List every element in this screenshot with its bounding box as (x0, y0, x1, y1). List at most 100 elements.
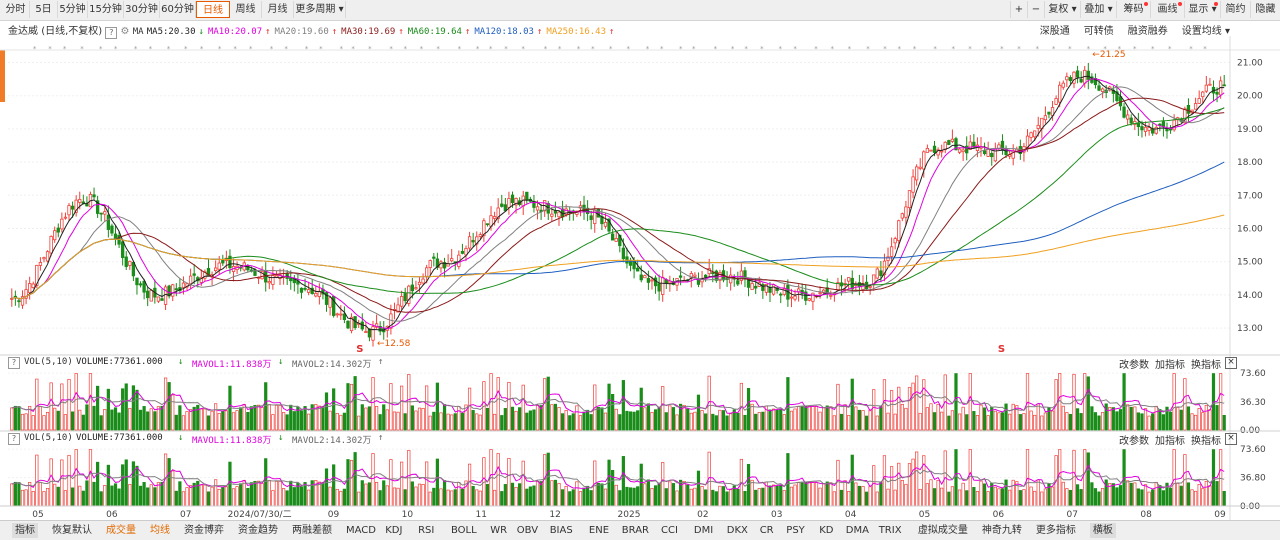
close-icon[interactable]: × (1225, 433, 1237, 445)
indicator-tab-9[interactable]: RSI (418, 525, 435, 536)
event-marker[interactable]: * (233, 45, 237, 53)
event-marker[interactable]: * (760, 45, 764, 53)
period-tab-8[interactable]: 月线 (262, 1, 294, 18)
panel-control-1[interactable]: 加指标 (1155, 360, 1185, 371)
toolbar-right-1[interactable]: − (1027, 1, 1044, 18)
event-marker[interactable]: * (134, 45, 138, 53)
event-marker[interactable]: * (284, 45, 288, 53)
event-marker[interactable]: * (731, 45, 735, 53)
period-tab-9[interactable]: 更多周期 ▾ (294, 1, 346, 18)
close-icon[interactable]: × (1225, 357, 1237, 369)
event-marker[interactable]: * (1036, 45, 1040, 53)
event-marker[interactable]: * (436, 45, 440, 53)
event-marker[interactable]: * (389, 45, 393, 53)
event-marker[interactable]: * (404, 45, 408, 53)
event-marker[interactable]: * (476, 45, 480, 53)
event-marker[interactable]: * (577, 45, 581, 53)
event-marker[interactable]: * (167, 45, 171, 53)
event-marker[interactable]: * (983, 45, 987, 53)
period-tab-6[interactable]: 日线 (196, 1, 230, 18)
side-strip[interactable] (0, 50, 5, 102)
event-marker[interactable]: * (114, 45, 118, 53)
event-marker[interactable]: * (1103, 45, 1107, 53)
info-link-0[interactable]: 深股通 (1039, 26, 1070, 37)
panel-control-2[interactable]: 换指标 (1191, 360, 1221, 371)
event-marker[interactable]: * (897, 45, 901, 53)
event-marker[interactable]: * (1068, 45, 1072, 53)
indicator-tab-12[interactable]: OBV (516, 525, 539, 536)
event-marker[interactable]: * (1133, 45, 1137, 53)
event-marker[interactable]: * (1052, 45, 1056, 53)
toolbar-right-6[interactable]: 显示 ▾ (1184, 1, 1220, 18)
indicator-tab-5[interactable]: 资金趋势 (238, 525, 278, 536)
indicator-tab-13[interactable]: BIAS (549, 525, 573, 536)
event-marker[interactable]: * (913, 45, 917, 53)
event-marker[interactable]: * (814, 45, 818, 53)
period-tab-1[interactable]: 5日 (30, 1, 58, 18)
panel-control-1[interactable]: 加指标 (1155, 436, 1185, 447)
event-marker[interactable]: * (1203, 45, 1207, 53)
indicator-tab-27[interactable]: 横板 (1089, 523, 1116, 538)
indicator-tab-26[interactable]: 更多指标 (1035, 525, 1076, 536)
indicator-tab-23[interactable]: TRIX (878, 525, 902, 536)
period-tab-2[interactable]: 5分钟 (58, 1, 88, 18)
indicator-tab-20[interactable]: PSY (786, 525, 805, 536)
info-link-2[interactable]: 融资融券 (1127, 26, 1168, 37)
period-tab-5[interactable]: 60分钟 (160, 1, 196, 18)
event-marker[interactable]: * (305, 45, 309, 53)
indicator-tab-17[interactable]: DMI (693, 525, 714, 536)
event-marker[interactable]: * (48, 45, 52, 53)
event-marker[interactable]: * (933, 45, 937, 53)
event-marker[interactable]: * (591, 45, 595, 53)
event-marker[interactable]: * (830, 45, 834, 53)
indicator-tab-24[interactable]: 虚拟成交量 (917, 525, 968, 536)
event-marker[interactable]: * (848, 45, 852, 53)
event-marker[interactable]: * (1189, 45, 1193, 53)
indicator-tab-10[interactable]: BOLL (451, 525, 477, 536)
indicator-tab-7[interactable]: MACD (346, 525, 376, 536)
panel-control-0[interactable]: 改参数 (1119, 436, 1149, 447)
indicator-tab-8[interactable]: KDJ (385, 525, 403, 536)
event-marker[interactable]: * (883, 45, 887, 53)
event-marker[interactable]: * (1017, 45, 1021, 53)
indicator-tab-21[interactable]: KD (819, 525, 834, 536)
event-marker[interactable]: * (368, 45, 372, 53)
event-marker[interactable]: * (744, 45, 748, 53)
event-marker[interactable]: * (1168, 45, 1172, 53)
event-marker[interactable]: * (1118, 45, 1122, 53)
indicator-tab-6[interactable]: 两融差额 (292, 525, 332, 536)
event-marker[interactable]: * (489, 45, 493, 53)
panel-control-0[interactable]: 改参数 (1119, 360, 1149, 371)
indicator-tab-16[interactable]: CCI (661, 525, 678, 536)
toolbar-right-3[interactable]: 叠加 ▾ (1080, 1, 1116, 18)
help-icon[interactable]: ? (8, 357, 20, 369)
indicator-tab-11[interactable]: WR (490, 525, 508, 536)
event-marker[interactable]: * (80, 45, 84, 53)
toolbar-right-2[interactable]: 复权 ▾ (1044, 1, 1080, 18)
event-marker[interactable]: * (646, 45, 650, 53)
toolbar-right-5[interactable]: 画线 (1150, 1, 1184, 18)
event-marker[interactable]: * (866, 45, 870, 53)
event-marker[interactable]: * (951, 45, 955, 53)
indicator-tab-3[interactable]: 均线 (150, 525, 170, 536)
event-marker[interactable]: * (249, 45, 253, 53)
event-marker[interactable]: * (270, 45, 274, 53)
indicator-tab-18[interactable]: DKX (726, 525, 748, 536)
event-marker[interactable]: * (692, 45, 696, 53)
event-marker[interactable]: * (626, 45, 630, 53)
event-marker[interactable]: * (1151, 45, 1155, 53)
event-marker[interactable]: * (1087, 45, 1091, 53)
panel-control-2[interactable]: 换指标 (1191, 436, 1221, 447)
indicator-tab-22[interactable]: DMA (845, 525, 869, 536)
event-marker[interactable]: * (340, 45, 344, 53)
event-marker[interactable]: * (558, 45, 562, 53)
indicator-tab-25[interactable]: 神奇九转 (981, 525, 1022, 536)
event-marker[interactable]: * (458, 45, 462, 53)
toolbar-right-4[interactable]: 筹码 (1116, 1, 1150, 18)
toolbar-right-7[interactable]: 简约 (1220, 1, 1250, 18)
event-marker[interactable]: * (679, 45, 683, 53)
info-link-1[interactable]: 可转债 (1083, 26, 1114, 37)
event-marker[interactable]: * (778, 45, 782, 53)
event-marker[interactable]: * (793, 45, 797, 53)
indicator-tab-4[interactable]: 资金博弈 (184, 525, 224, 536)
